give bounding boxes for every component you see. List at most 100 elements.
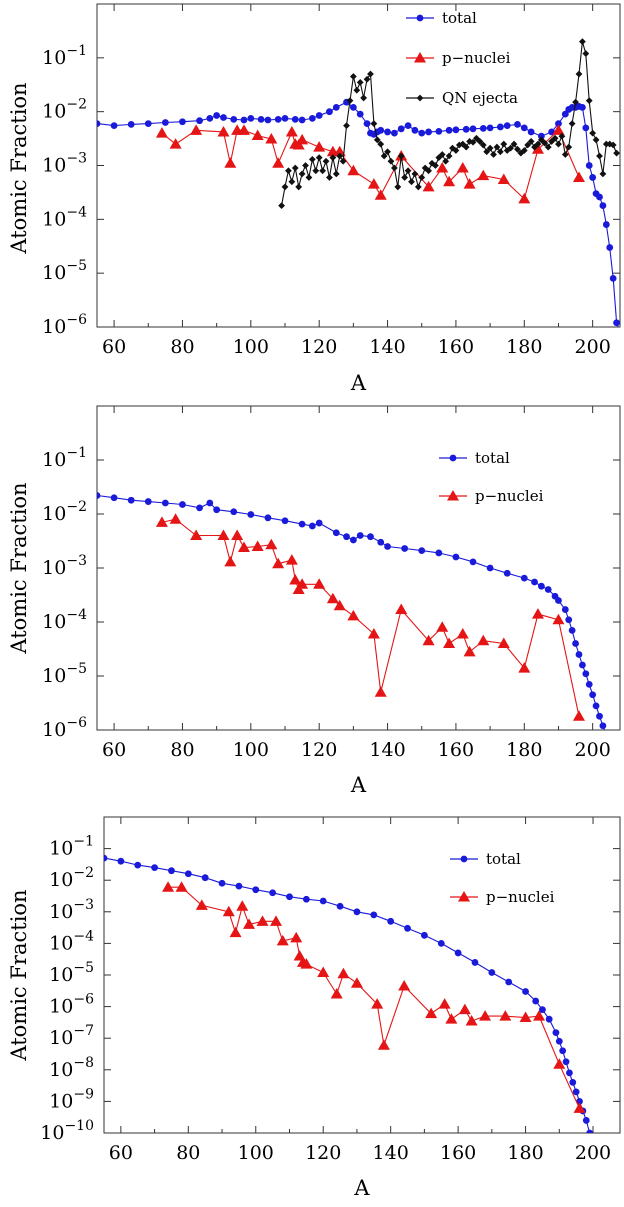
data-point-p-nuclei bbox=[531, 143, 544, 154]
data-point-p-nuclei bbox=[251, 129, 264, 141]
series-total bbox=[104, 854, 594, 1133]
data-point-p-nuclei bbox=[519, 1011, 532, 1023]
data-point-total bbox=[97, 492, 101, 499]
data-point-total bbox=[462, 125, 470, 133]
data-point-qn-ejecta bbox=[305, 174, 313, 181]
data-point-total bbox=[420, 931, 428, 939]
data-point-total bbox=[575, 651, 583, 658]
data-point-total bbox=[568, 626, 576, 634]
x-tick-label: 60 bbox=[102, 739, 126, 761]
data-point-total bbox=[110, 494, 118, 502]
data-point-total bbox=[582, 670, 590, 678]
y-tick-label: 10−9 bbox=[49, 1086, 94, 1112]
data-point-qn-ejecta bbox=[397, 152, 405, 160]
data-point-qn-ejecta bbox=[469, 138, 477, 146]
data-point-qn-ejecta bbox=[346, 97, 354, 105]
data-point-qn-ejecta bbox=[520, 147, 528, 154]
data-point-p-nuclei bbox=[445, 1013, 458, 1024]
data-point-total bbox=[545, 1015, 553, 1023]
data-point-qn-ejecta bbox=[295, 183, 303, 191]
data-point-p-nuclei bbox=[162, 881, 175, 892]
series-p-nuclei bbox=[155, 513, 585, 721]
data-point-total bbox=[592, 702, 600, 710]
data-point-qn-ejecta bbox=[490, 151, 497, 158]
data-point-total bbox=[599, 722, 607, 730]
data-point-total bbox=[240, 116, 248, 124]
data-point-p-nuclei bbox=[497, 173, 510, 184]
y-tick-label: 10−3 bbox=[42, 553, 87, 579]
data-point-qn-ejecta bbox=[329, 154, 337, 162]
data-point-p-nuclei bbox=[572, 171, 585, 182]
data-point-qn-ejecta bbox=[578, 38, 586, 46]
data-point-qn-ejecta bbox=[561, 151, 569, 158]
data-point-p-nuclei bbox=[367, 178, 380, 189]
data-point-total bbox=[336, 902, 344, 910]
data-point-p-nuclei bbox=[265, 133, 278, 144]
data-point-p-nuclei bbox=[237, 124, 250, 135]
data-point-total bbox=[343, 533, 350, 541]
legend-label: total bbox=[475, 449, 510, 467]
x-tick-label: 100 bbox=[233, 739, 269, 761]
data-point-total bbox=[168, 867, 175, 875]
x-tick-label: 100 bbox=[233, 336, 269, 358]
data-point-p-nuclei bbox=[377, 1039, 390, 1050]
legend-swatch-marker bbox=[416, 94, 424, 102]
data-point-qn-ejecta bbox=[315, 154, 323, 162]
legend-swatch-marker bbox=[458, 891, 470, 902]
data-point-total bbox=[582, 1117, 590, 1124]
data-point-p-nuclei bbox=[465, 1015, 478, 1026]
x-tick-label: 200 bbox=[575, 739, 611, 761]
series-line-p-nuclei bbox=[161, 518, 580, 717]
data-point-p-nuclei bbox=[237, 541, 250, 552]
data-point-p-nuclei bbox=[422, 180, 435, 192]
data-point-qn-ejecta bbox=[387, 157, 395, 165]
x-tick-label: 140 bbox=[373, 1142, 409, 1164]
data-point-total bbox=[319, 897, 327, 905]
data-point-total bbox=[520, 124, 528, 132]
data-point-qn-ejecta bbox=[339, 157, 347, 165]
data-point-p-nuclei bbox=[313, 141, 326, 152]
data-point-p-nuclei bbox=[231, 529, 244, 540]
data-point-qn-ejecta bbox=[322, 157, 330, 165]
data-point-p-nuclei bbox=[313, 578, 326, 589]
data-point-p-nuclei bbox=[236, 900, 249, 911]
data-point-p-nuclei bbox=[276, 934, 289, 946]
legend-item: total bbox=[450, 850, 521, 868]
data-point-total bbox=[425, 128, 432, 136]
data-point-total bbox=[578, 661, 586, 669]
data-point-p-nuclei bbox=[518, 192, 531, 204]
data-point-total bbox=[247, 511, 255, 518]
y-tick-label: 10−1 bbox=[49, 834, 94, 860]
y-tick-label: 10−3 bbox=[49, 897, 94, 923]
x-tick-label: 100 bbox=[238, 1142, 274, 1164]
data-point-p-nuclei bbox=[224, 555, 237, 567]
data-point-total bbox=[522, 988, 529, 995]
data-point-total bbox=[599, 202, 607, 209]
data-point-total bbox=[349, 536, 357, 544]
x-tick-label: 80 bbox=[170, 739, 194, 761]
data-point-total bbox=[384, 128, 391, 136]
data-point-total bbox=[370, 911, 378, 919]
data-point-p-nuclei bbox=[552, 124, 565, 135]
legend-swatch-marker bbox=[414, 52, 426, 63]
y-tick-label: 10−5 bbox=[49, 960, 94, 986]
data-point-total bbox=[585, 680, 593, 688]
legend: total p−nuclei bbox=[439, 449, 544, 505]
y-tick-label: 10−5 bbox=[42, 258, 87, 284]
data-point-total bbox=[356, 532, 364, 539]
data-point-total bbox=[110, 122, 118, 130]
data-point-total bbox=[332, 529, 340, 537]
data-point-p-nuclei bbox=[443, 175, 456, 187]
data-point-total bbox=[555, 120, 562, 128]
legend-item: p−nuclei bbox=[406, 49, 511, 67]
x-tick-label: 80 bbox=[176, 1142, 200, 1164]
data-point-qn-ejecta bbox=[332, 170, 340, 178]
data-point-p-nuclei bbox=[518, 662, 531, 673]
data-point-qn-ejecta bbox=[278, 202, 285, 209]
data-point-p-nuclei bbox=[285, 125, 298, 137]
data-point-p-nuclei bbox=[337, 967, 350, 979]
data-point-p-nuclei bbox=[169, 138, 182, 149]
data-point-total bbox=[315, 112, 323, 119]
data-point-p-nuclei bbox=[497, 637, 510, 648]
data-point-p-nuclei bbox=[155, 516, 168, 527]
